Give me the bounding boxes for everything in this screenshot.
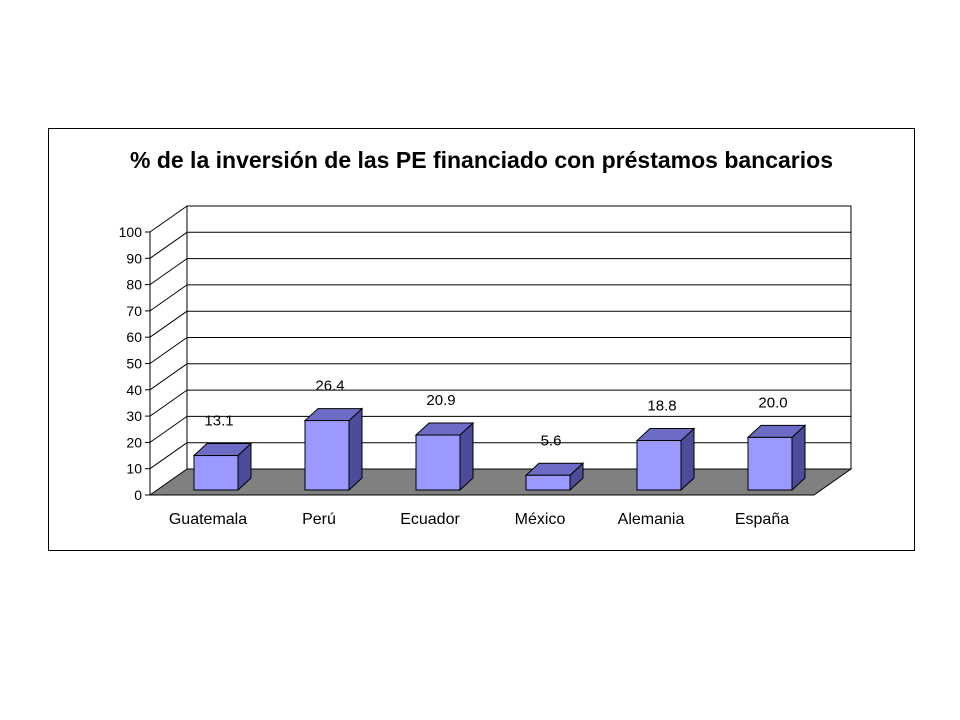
bar xyxy=(304,420,350,491)
y-tick-label: 10 xyxy=(126,461,142,477)
y-tick-label: 20 xyxy=(126,434,142,450)
y-tick-label: 100 xyxy=(119,224,143,240)
data-label: 18.8 xyxy=(647,398,676,415)
y-tick-label: 60 xyxy=(126,329,142,345)
gridline-side xyxy=(149,310,188,338)
bar xyxy=(193,455,239,491)
gridline-side xyxy=(149,205,188,233)
chart-title: % de la inversión de las PE financiado c… xyxy=(129,147,833,173)
data-label: 20.9 xyxy=(426,392,455,409)
gridline-side xyxy=(149,363,188,391)
bar-side xyxy=(348,407,363,492)
gridline-side xyxy=(149,284,188,312)
y-tick-label: 80 xyxy=(126,277,142,293)
y-tick-label: 90 xyxy=(126,250,142,266)
y-tick-label: 50 xyxy=(126,356,142,372)
data-label: 20.0 xyxy=(758,394,787,411)
gridline-side xyxy=(149,337,188,364)
gridline-side xyxy=(149,389,188,417)
gridline-side xyxy=(149,442,188,470)
bar xyxy=(636,440,682,491)
x-tick-label: Perú xyxy=(302,511,336,528)
y-tick-label: 70 xyxy=(126,303,142,319)
y-tick-label: 30 xyxy=(126,408,142,424)
data-label: 5.6 xyxy=(541,432,562,449)
bar xyxy=(747,436,793,491)
chart-frame: % de la inversión de las PE financiado c… xyxy=(48,128,915,551)
y-tick-label: 0 xyxy=(134,487,142,503)
y-tick-label: 40 xyxy=(126,382,142,398)
x-tick-label: México xyxy=(515,511,566,528)
data-label: 26.4 xyxy=(315,378,344,395)
data-label: 13.1 xyxy=(204,413,233,430)
gridline-side xyxy=(149,231,188,259)
chart-floor xyxy=(148,468,853,496)
gridline-side xyxy=(149,258,188,286)
bar xyxy=(525,474,571,491)
x-tick-label: España xyxy=(735,511,789,528)
bar-chart-plot: 0 10 20 30 40 50 60 70 80 90 100 13.1 Guatemala 26.4 P… xyxy=(119,205,853,528)
x-tick-label: Guatemala xyxy=(169,511,247,528)
gridline-side xyxy=(149,415,188,443)
bar xyxy=(415,434,461,491)
x-tick-label: Alemania xyxy=(618,511,685,528)
x-tick-label: Ecuador xyxy=(400,511,460,528)
